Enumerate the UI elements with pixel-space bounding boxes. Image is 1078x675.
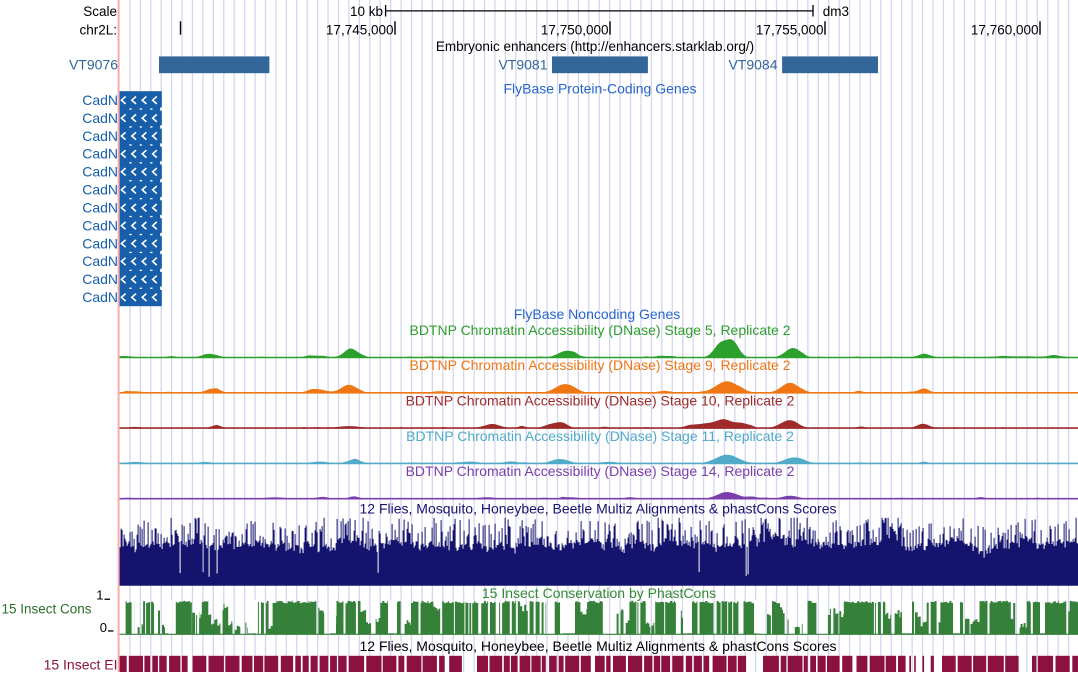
svg-text:VT9084: VT9084: [728, 57, 777, 73]
svg-text:CadN: CadN: [82, 253, 118, 269]
svg-text:15 Insect Cons: 15 Insect Cons: [2, 602, 92, 617]
svg-text:CadN: CadN: [82, 182, 118, 198]
svg-text:CadN: CadN: [82, 289, 118, 305]
svg-text:17,755,000: 17,755,000: [756, 23, 824, 38]
svg-text:12 Flies, Mosquito, Honeybee,: 12 Flies, Mosquito, Honeybee, Beetle Mul…: [359, 638, 836, 654]
svg-text:CadN: CadN: [82, 146, 118, 162]
svg-text:chr2L:: chr2L:: [79, 23, 117, 38]
svg-text:0: 0: [100, 620, 107, 635]
svg-text:10 kb: 10 kb: [350, 4, 383, 19]
svg-text:FlyBase Noncoding Genes: FlyBase Noncoding Genes: [514, 306, 681, 322]
svg-text:12 Flies, Mosquito, Honeybee,: 12 Flies, Mosquito, Honeybee, Beetle Mul…: [359, 500, 836, 516]
svg-text:15 Insect Conservation by Phas: 15 Insect Conservation by PhastCons: [482, 585, 716, 601]
svg-text:CadN: CadN: [82, 92, 118, 108]
svg-text:CadN: CadN: [82, 271, 118, 287]
svg-text:17,760,000: 17,760,000: [971, 23, 1039, 38]
svg-text:CadN: CadN: [82, 128, 118, 144]
svg-text:CadN: CadN: [82, 110, 118, 126]
svg-text:BDTNP Chromatin Accessibility: BDTNP Chromatin Accessibility (DNase) St…: [406, 463, 795, 479]
svg-text:dm3: dm3: [823, 4, 849, 19]
svg-text:Scale: Scale: [83, 4, 117, 19]
svg-text:17,745,000: 17,745,000: [326, 23, 394, 38]
svg-text:VT9076: VT9076: [69, 57, 118, 73]
svg-text:BDTNP Chromatin Accessibility: BDTNP Chromatin Accessibility (DNase) St…: [406, 393, 795, 409]
svg-text:BDTNP Chromatin Accessibility: BDTNP Chromatin Accessibility (DNase) St…: [409, 357, 790, 373]
svg-text:CadN: CadN: [82, 235, 118, 251]
svg-text:15 Insect EI: 15 Insect EI: [44, 656, 118, 672]
svg-text:CadN: CadN: [82, 217, 118, 233]
svg-text:Embryonic enhancers (http://en: Embryonic enhancers (http://enhancers.st…: [436, 39, 754, 54]
svg-text:CadN: CadN: [82, 200, 118, 216]
svg-text:1: 1: [96, 588, 103, 603]
svg-text:BDTNP Chromatin Accessibility: BDTNP Chromatin Accessibility (DNase) St…: [406, 428, 794, 444]
svg-text:BDTNP Chromatin Accessibility: BDTNP Chromatin Accessibility (DNase) St…: [409, 322, 790, 338]
svg-text:CadN: CadN: [82, 164, 118, 180]
svg-text:VT9081: VT9081: [498, 57, 547, 73]
svg-text:17,750,000: 17,750,000: [541, 23, 609, 38]
svg-text:FlyBase Protein-Coding Genes: FlyBase Protein-Coding Genes: [504, 81, 697, 97]
